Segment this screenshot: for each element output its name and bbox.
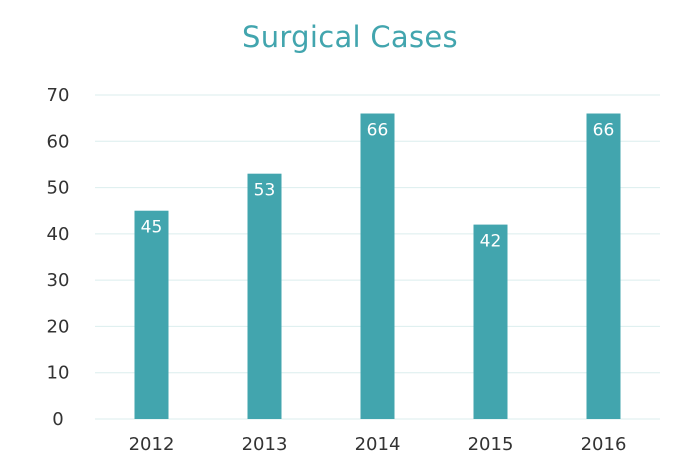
x-axis-ticks: 2012 2013 2014 2015 2016 xyxy=(129,434,627,455)
bar-2012 xyxy=(134,210,169,419)
data-labels: 45 53 66 42 66 xyxy=(141,121,615,252)
data-label: 45 xyxy=(141,218,163,238)
x-tick-label: 2016 xyxy=(581,434,627,455)
bar-2016 xyxy=(586,113,621,419)
y-tick-label: 20 xyxy=(47,316,70,337)
bar-2015 xyxy=(473,224,508,419)
y-tick-label: 30 xyxy=(47,270,70,291)
data-label: 42 xyxy=(480,232,502,252)
y-tick-label: 40 xyxy=(47,224,70,245)
data-label: 66 xyxy=(367,121,389,141)
y-axis-ticks: 0 10 20 30 40 50 60 70 xyxy=(47,85,70,430)
data-label: 66 xyxy=(593,121,615,141)
bar-2014 xyxy=(360,113,395,419)
chart-title: Surgical Cases xyxy=(242,20,458,54)
x-tick-label: 2014 xyxy=(355,434,401,455)
y-tick-label: 60 xyxy=(47,131,70,152)
y-tick-label: 70 xyxy=(47,85,70,106)
x-tick-label: 2015 xyxy=(468,434,514,455)
bars xyxy=(134,113,621,419)
x-tick-label: 2012 xyxy=(129,434,175,455)
bar-2013 xyxy=(247,173,282,419)
y-tick-label: 50 xyxy=(47,178,70,199)
x-tick-label: 2013 xyxy=(242,434,288,455)
y-tick-label: 10 xyxy=(47,363,70,384)
y-tick-label: 0 xyxy=(52,409,63,430)
data-label: 53 xyxy=(254,181,276,201)
